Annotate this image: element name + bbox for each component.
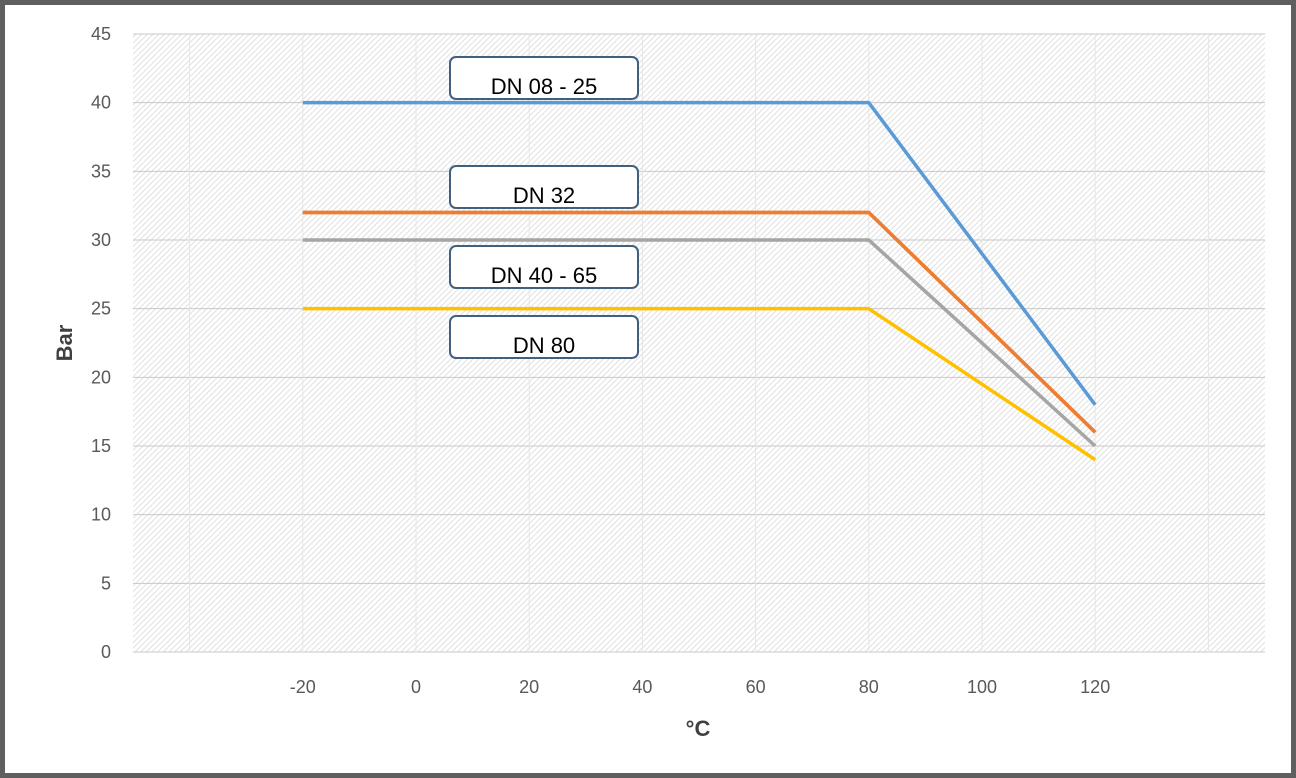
callout-2: DN 32 — [449, 165, 639, 209]
y-tick-label: 0 — [101, 642, 111, 662]
x-tick-label: 0 — [411, 677, 421, 697]
x-axis-title: °C — [686, 716, 711, 741]
y-tick-label: 15 — [91, 436, 111, 456]
callout-label: DN 08 - 25 — [491, 74, 597, 99]
callout-label: DN 40 - 65 — [491, 263, 597, 288]
y-tick-label: 35 — [91, 161, 111, 181]
x-axis-ticks: -20 0 20 40 60 80 100 120 — [290, 677, 1110, 697]
y-tick-label: 10 — [91, 505, 111, 525]
callout-label: DN 80 — [513, 333, 575, 358]
x-tick-label: 80 — [859, 677, 879, 697]
y-axis-title: Bar — [52, 324, 77, 361]
y-tick-label: 25 — [91, 299, 111, 319]
series-callouts: DN 08 - 25 DN 32 DN 40 - 65 DN 80 — [302, 56, 1097, 434]
x-tick-label: 40 — [632, 677, 652, 697]
series-line-3 — [302, 238, 1097, 448]
callout-4: DN 80 — [449, 315, 639, 359]
callout-1: DN 08 - 25 — [449, 56, 639, 100]
series-line-4 — [302, 306, 1097, 462]
series-line-1 — [302, 100, 1097, 406]
y-tick-label: 40 — [91, 93, 111, 113]
callout-3: DN 40 - 65 — [449, 245, 639, 289]
x-tick-label: 60 — [746, 677, 766, 697]
series-line-overlay — [302, 210, 1097, 434]
y-tick-label: 20 — [91, 367, 111, 387]
y-tick-label: 5 — [101, 573, 111, 593]
x-tick-label: -20 — [290, 677, 316, 697]
x-tick-label: 120 — [1080, 677, 1110, 697]
plot-area — [133, 34, 1265, 652]
x-tick-label: 20 — [519, 677, 539, 697]
y-axis-ticks: 0 5 10 15 20 25 30 35 40 45 — [91, 24, 111, 662]
y-tick-label: 45 — [91, 24, 111, 44]
x-tick-label: 100 — [967, 677, 997, 697]
y-tick-label: 30 — [91, 230, 111, 250]
callout-label: DN 32 — [513, 183, 575, 208]
